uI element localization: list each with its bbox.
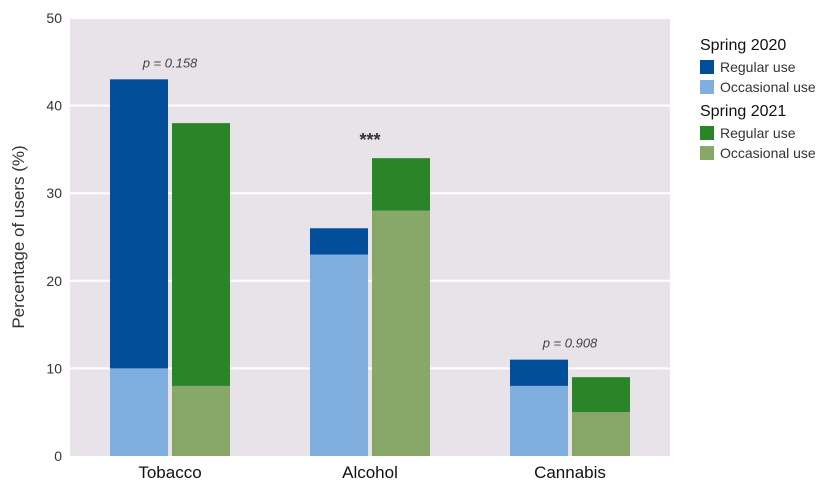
- bar-tobacco-g0-s1: [110, 79, 168, 369]
- bar-cannabis-g0-s0: [510, 385, 568, 456]
- legend-title-1: Spring 2021: [700, 103, 786, 120]
- y-axis-ticks: 0 10 20 30 40 50: [46, 10, 62, 464]
- y-axis-label: Percentage of users (%): [9, 145, 28, 328]
- legend-swatch-0-1: [700, 80, 714, 94]
- y-tick-label-5: 50: [46, 10, 62, 26]
- y-tick-label-1: 10: [46, 360, 62, 376]
- bar-tobacco-g1-s0: [172, 385, 230, 456]
- y-tick-label-3: 30: [46, 185, 62, 201]
- legend-title-0: Spring 2020: [700, 37, 786, 54]
- annotation-2: p = 0.908: [542, 336, 598, 351]
- bar-alcohol-g0-s1: [310, 228, 368, 255]
- legend-label-1-0: Regular use: [720, 125, 796, 141]
- legend-swatch-0-0: [700, 60, 714, 74]
- legend-label-0-1: Occasional use: [720, 79, 816, 95]
- legend-label-0-0: Regular use: [720, 59, 796, 75]
- bar-cannabis-g1-s1: [572, 377, 630, 413]
- legend: Spring 2020 Regular use Occasional use Spri…: [700, 37, 816, 161]
- legend-label-1-1: Occasional use: [720, 145, 816, 161]
- y-tick-label-0: 0: [54, 448, 62, 464]
- bar-tobacco-g1-s1: [172, 123, 230, 386]
- plot-background: [70, 18, 670, 456]
- x-axis-categories: Tobacco Alcohol Cannabis: [138, 463, 606, 480]
- legend-swatch-1-0: [700, 126, 714, 140]
- category-label-1: Alcohol: [342, 463, 398, 480]
- bar-alcohol-g1-s0: [372, 210, 430, 456]
- bar-cannabis-g1-s0: [572, 412, 630, 456]
- annotations: p = 0.158 *** p = 0.908: [142, 55, 598, 350]
- legend-swatch-1-1: [700, 146, 714, 160]
- category-label-2: Cannabis: [534, 463, 606, 480]
- annotation-0: p = 0.158: [142, 55, 198, 70]
- gridlines: [70, 17, 670, 370]
- bar-alcohol-g1-s1: [372, 158, 430, 211]
- bar-tobacco-g0-s0: [110, 368, 168, 456]
- y-tick-label-4: 40: [46, 98, 62, 114]
- bar-cannabis-g0-s1: [510, 359, 568, 386]
- bar-alcohol-g0-s0: [310, 254, 368, 456]
- bars: [110, 79, 630, 456]
- category-label-0: Tobacco: [138, 463, 201, 480]
- y-tick-label-2: 20: [46, 273, 62, 289]
- annotation-1: ***: [359, 130, 380, 150]
